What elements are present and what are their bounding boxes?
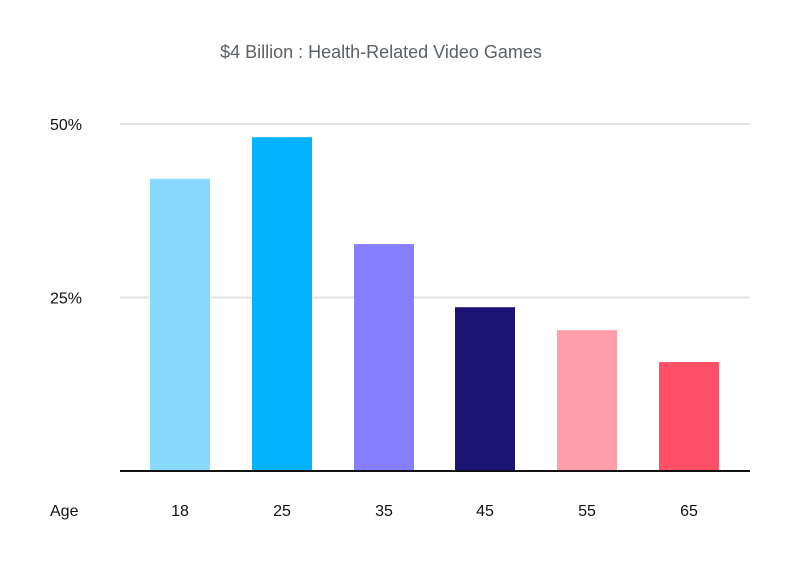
- bar-45: [455, 307, 515, 471]
- bar-65: [659, 362, 719, 471]
- chart-title: $4 Billion : Health-Related Video Games: [220, 42, 542, 62]
- x-tick-label: 18: [171, 503, 189, 520]
- y-tick-label: 25%: [50, 291, 82, 308]
- x-axis-label: Age: [50, 503, 79, 520]
- x-tick-label: 45: [476, 503, 494, 520]
- bar-18: [150, 178, 210, 472]
- bar-35: [354, 244, 414, 471]
- bar-55: [557, 330, 617, 471]
- y-tick-label: 50%: [50, 117, 82, 134]
- x-tick-label: 25: [273, 503, 291, 520]
- x-tick-label: 55: [578, 503, 596, 520]
- bar-25: [252, 137, 312, 471]
- x-tick-label: 65: [680, 503, 698, 520]
- x-tick-label: 35: [375, 503, 393, 520]
